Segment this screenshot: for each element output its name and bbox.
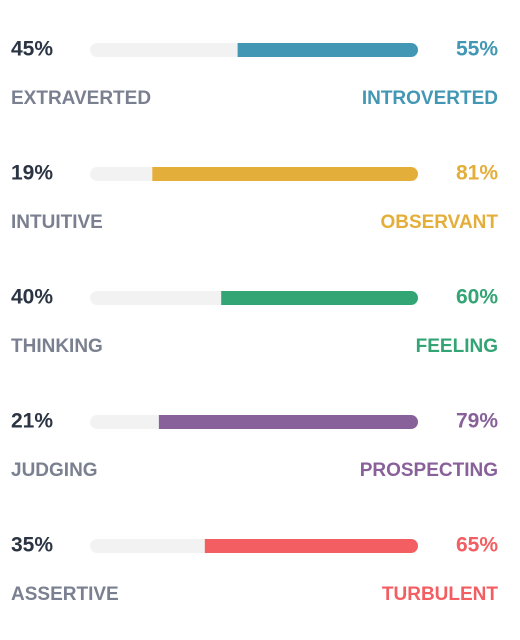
right-percent: 81% — [456, 162, 498, 185]
left-bar — [90, 43, 238, 57]
right-bar — [204, 539, 418, 553]
left-label: THINKING — [11, 336, 103, 357]
left-label: INTUITIVE — [11, 212, 103, 233]
right-percent: 65% — [456, 534, 498, 557]
right-bar — [237, 43, 418, 57]
left-bar — [90, 539, 205, 553]
left-label: ASSERTIVE — [11, 584, 119, 605]
right-percent: 60% — [456, 286, 498, 309]
right-bar — [152, 167, 418, 181]
right-percent: 55% — [456, 38, 498, 61]
left-bar — [90, 167, 153, 181]
right-percent: 79% — [456, 410, 498, 433]
right-label: FEELING — [416, 336, 498, 357]
left-percent: 19% — [11, 162, 53, 185]
right-label: INTROVERTED — [362, 88, 498, 109]
right-label: OBSERVANT — [380, 212, 498, 233]
right-label: TURBULENT — [382, 584, 498, 605]
left-percent: 45% — [11, 38, 53, 61]
left-label: EXTRAVERTED — [11, 88, 151, 109]
right-bar — [158, 415, 418, 429]
left-percent: 35% — [11, 534, 53, 557]
left-percent: 40% — [11, 286, 53, 309]
left-label: JUDGING — [11, 460, 98, 481]
left-bar — [90, 291, 222, 305]
right-label: PROSPECTING — [360, 460, 498, 481]
right-bar — [221, 291, 418, 305]
left-bar — [90, 415, 159, 429]
left-percent: 21% — [11, 410, 53, 433]
